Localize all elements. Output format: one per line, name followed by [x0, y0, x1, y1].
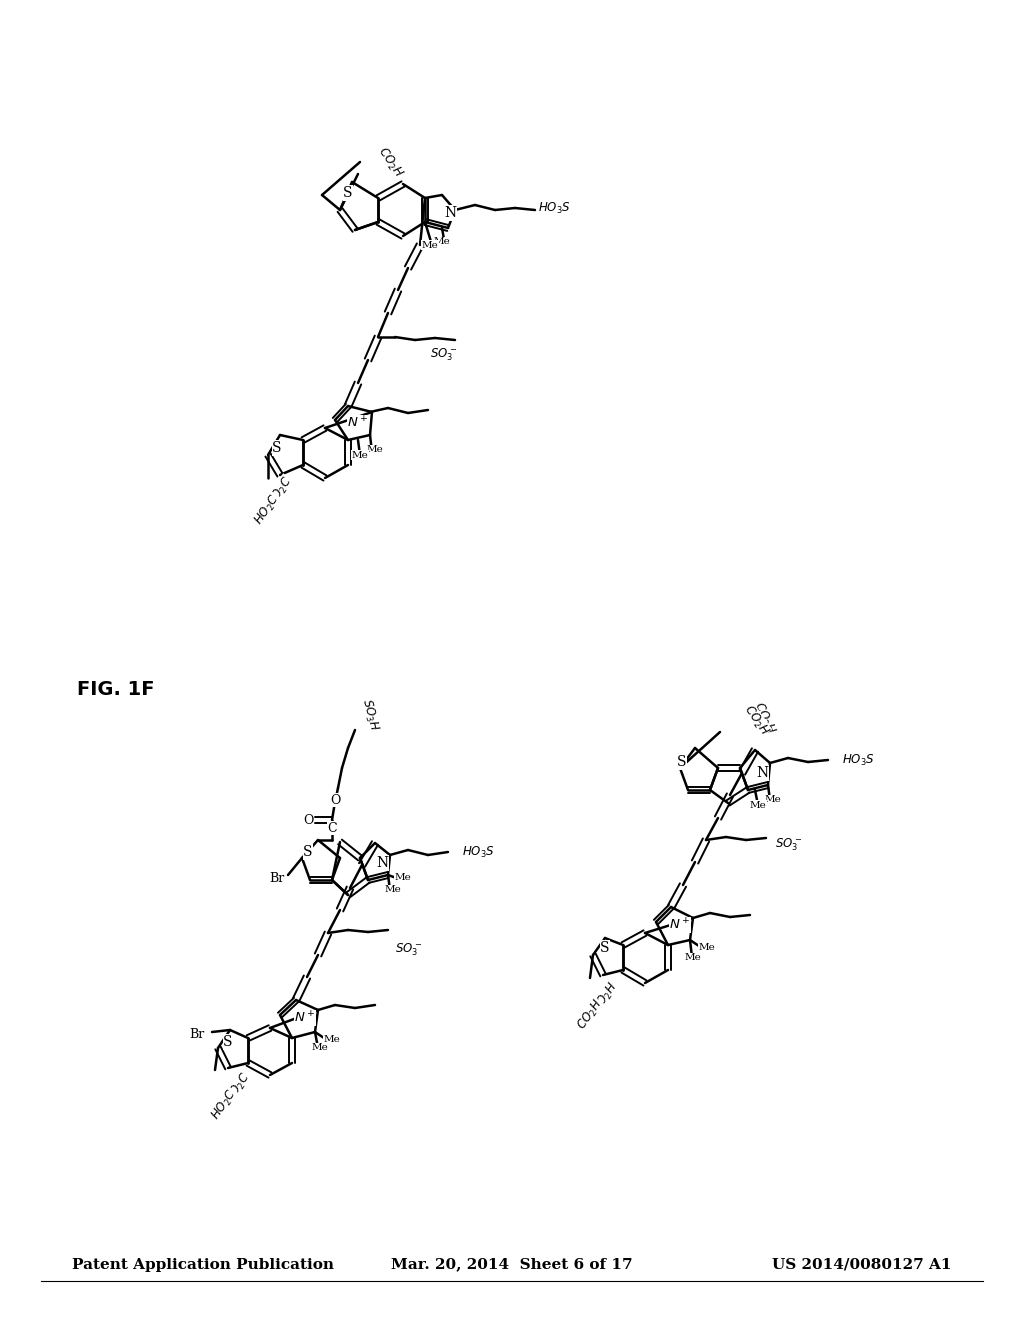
Text: S: S	[677, 755, 687, 770]
Text: O: O	[330, 793, 340, 807]
Text: $CO_2H$: $CO_2H$	[574, 997, 606, 1034]
Text: $CO_2H$: $CO_2H$	[740, 702, 772, 738]
Text: N: N	[444, 206, 456, 220]
Text: Me: Me	[394, 874, 412, 883]
Text: Me: Me	[685, 953, 701, 962]
Text: $SO_3^-$: $SO_3^-$	[395, 941, 422, 958]
Text: $N^+$: $N^+$	[347, 416, 369, 430]
Text: S: S	[223, 1035, 232, 1049]
Text: $HO_2C$: $HO_2C$	[209, 1086, 241, 1123]
Text: Me: Me	[750, 800, 766, 809]
Text: Me: Me	[433, 238, 451, 247]
Text: $N^+$: $N^+$	[294, 1010, 315, 1026]
Text: $CO_2H$: $CO_2H$	[750, 700, 778, 737]
Text: Me: Me	[385, 886, 401, 895]
Text: C: C	[328, 821, 337, 834]
Text: Me: Me	[324, 1035, 340, 1044]
Text: $SO_3^-$: $SO_3^-$	[430, 347, 457, 363]
Text: $HO_3S$: $HO_3S$	[462, 845, 495, 859]
Text: S: S	[600, 941, 609, 954]
Text: Me: Me	[351, 450, 369, 459]
Text: S: S	[272, 441, 282, 455]
Text: N: N	[376, 855, 388, 870]
Text: Me: Me	[367, 446, 383, 454]
Text: $N^+$: $N^+$	[670, 917, 690, 933]
Text: Me: Me	[765, 796, 781, 804]
Text: Me: Me	[311, 1044, 329, 1052]
Text: $CO_2H$: $CO_2H$	[374, 144, 406, 180]
Text: Me: Me	[698, 944, 716, 953]
Text: $CO_2H$: $CO_2H$	[589, 979, 621, 1016]
Text: Patent Application Publication: Patent Application Publication	[72, 1258, 334, 1271]
Text: $HO_3S$: $HO_3S$	[538, 201, 570, 215]
Text: US 2014/0080127 A1: US 2014/0080127 A1	[772, 1258, 952, 1271]
Text: Me: Me	[422, 240, 438, 249]
Text: FIG. 1F: FIG. 1F	[77, 680, 155, 698]
Text: S: S	[343, 186, 352, 201]
Text: $SO_3^-$: $SO_3^-$	[775, 837, 802, 853]
Text: Br: Br	[189, 1028, 205, 1041]
Text: Br: Br	[269, 871, 285, 884]
Text: $CO_2C$: $CO_2C$	[264, 474, 296, 510]
Text: $HO_3S$: $HO_3S$	[842, 752, 874, 767]
Text: $CO_2C$: $CO_2C$	[222, 1071, 254, 1106]
Text: N: N	[756, 766, 768, 780]
Text: Mar. 20, 2014  Sheet 6 of 17: Mar. 20, 2014 Sheet 6 of 17	[391, 1258, 633, 1271]
Text: O: O	[303, 813, 313, 826]
Text: S: S	[303, 845, 312, 859]
Text: $HO_2C$: $HO_2C$	[252, 492, 284, 528]
Text: $SO_3H$: $SO_3H$	[358, 697, 382, 733]
